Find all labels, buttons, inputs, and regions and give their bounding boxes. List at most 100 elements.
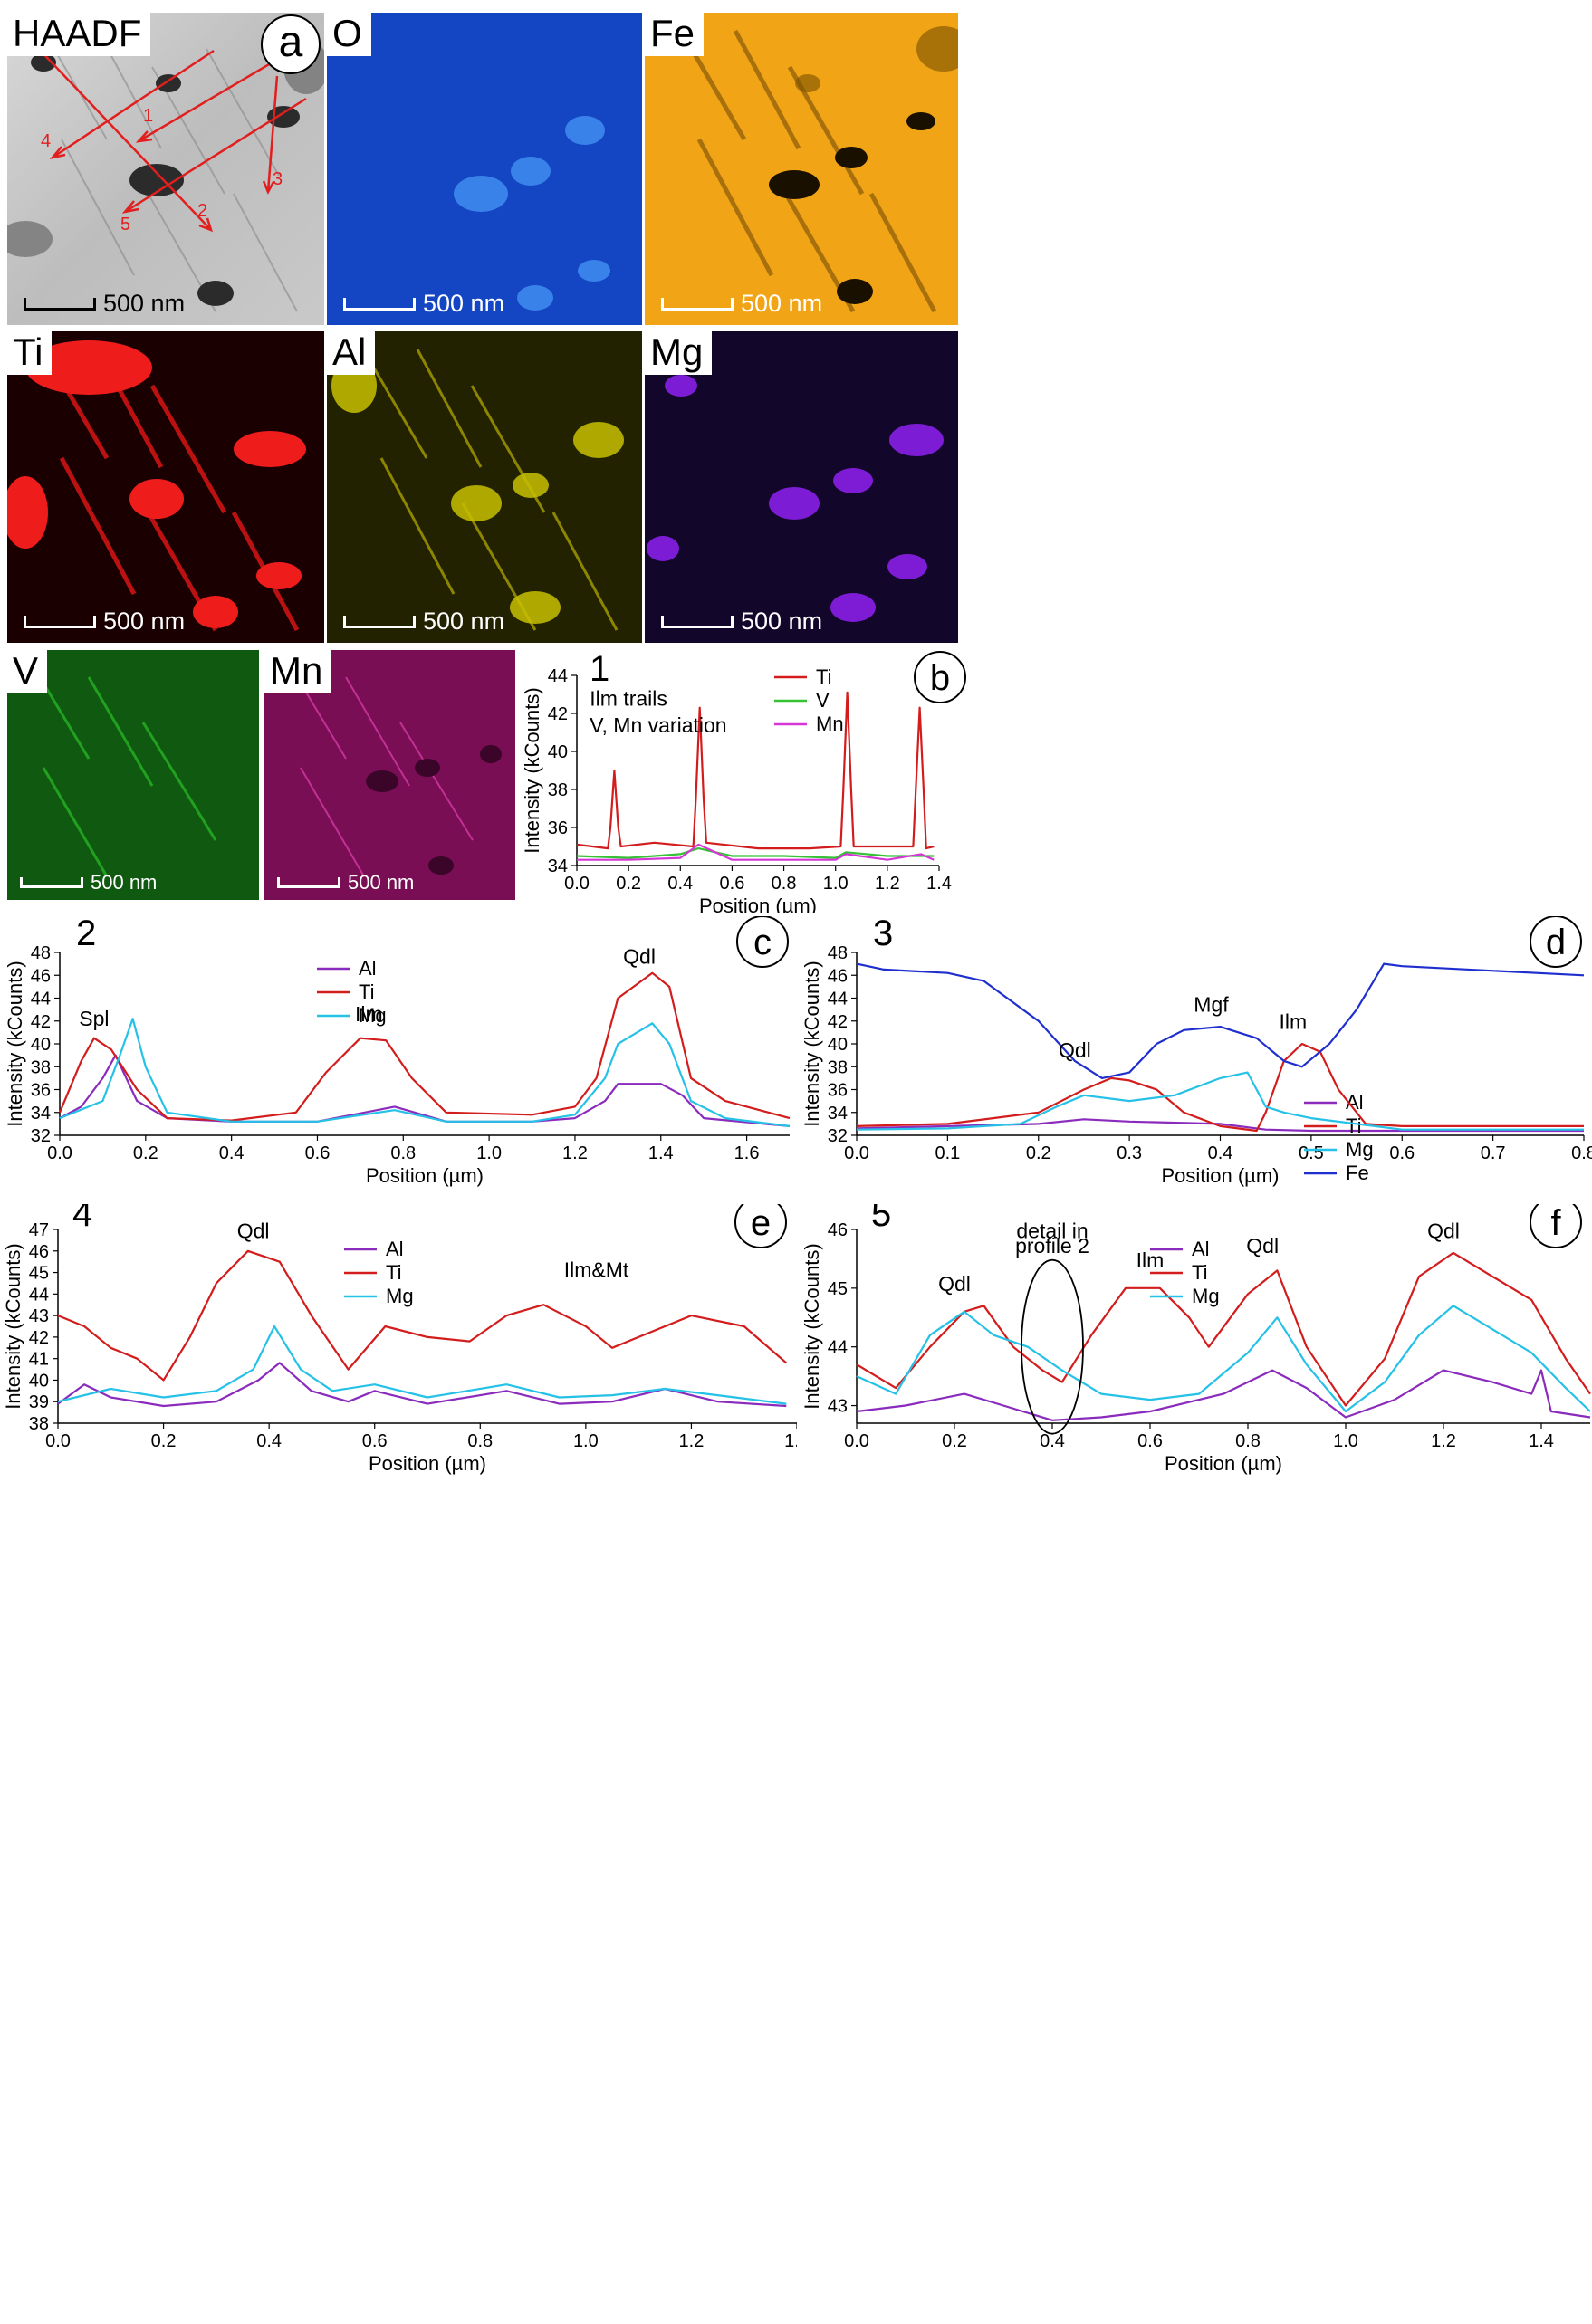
x-tick-label: 1.0: [476, 1143, 502, 1163]
x-tick-label: 0.2: [616, 874, 641, 894]
detail-ellipse: [1021, 1258, 1084, 1435]
x-tick-label: 0.2: [133, 1143, 158, 1163]
x-axis-label: Position (µm): [1165, 1452, 1282, 1475]
o-map-image: [327, 13, 642, 325]
series-line-mn: [577, 843, 935, 861]
series-line-al: [59, 1054, 791, 1127]
annotation: Qdl: [1246, 1234, 1279, 1258]
x-tick-label: 1.2: [875, 874, 900, 894]
x-tick-label: 0.4: [256, 1431, 282, 1451]
legend-label: Ti: [1192, 1261, 1208, 1284]
haadf-map: 1 2 3 4 5 HAADF a 500 nm: [7, 13, 324, 325]
annotation: Qdl: [623, 945, 656, 969]
y-tick-label: 45: [29, 1264, 49, 1284]
annotation: Qdl: [938, 1272, 971, 1296]
panel-letter-a: a: [261, 14, 321, 74]
series-line-al: [856, 1118, 1584, 1133]
series-line-ti: [576, 691, 935, 850]
profile-number: 2: [76, 916, 96, 953]
x-tick-label: 0.6: [1137, 1431, 1163, 1451]
legend-label: Al: [386, 1238, 404, 1260]
series-line-fe: [856, 962, 1585, 1079]
panel-letter-circle: [1530, 916, 1582, 968]
x-tick-label: 1.4: [926, 874, 952, 894]
y-axis-label: Intensity (kCounts): [801, 1243, 823, 1409]
annotation: V, Mn variation: [590, 713, 726, 737]
chart-d: 0.0 0.1 0.2 0.3 0.4 0.5 0.6 0.7 0.8 32 34 36 38 40 42 4…: [797, 916, 1592, 1197]
chart-svg: 0.0 0.2 0.4 0.6 0.8 1.0 1.2 1.4 43 44 45 46 Position…: [801, 1204, 1591, 1475]
profile-label-2: 2: [197, 201, 207, 221]
series-line-v: [576, 847, 935, 859]
x-tick-label: 1.4: [1529, 1431, 1554, 1451]
v-label: V: [7, 650, 48, 693]
al-label: Al: [327, 331, 376, 375]
x-tick-label: 0.8: [390, 1143, 416, 1163]
y-tick-label: 44: [548, 666, 568, 686]
scale-bar-label: 500 nm: [741, 607, 823, 635]
x-tick-label: 0.8: [772, 874, 797, 894]
y-tick-label: 32: [31, 1126, 51, 1146]
y-tick-label: 48: [828, 943, 848, 963]
x-tick-label: 0.8: [1235, 1431, 1261, 1451]
series-line-mg: [856, 1305, 1591, 1413]
y-axis-label: Intensity (kCounts): [801, 961, 823, 1126]
y-tick-label: 40: [29, 1371, 49, 1391]
profile-label-3: 3: [273, 169, 283, 189]
scale-bar: 500 nm: [20, 871, 157, 894]
x-tick-label: 0.0: [564, 874, 590, 894]
fe-map: Fe 500 nm: [645, 13, 958, 325]
scale-bar: 500 nm: [277, 871, 414, 894]
y-tick-label: 43: [828, 1397, 848, 1417]
profile-label-1: 1: [143, 106, 153, 126]
x-tick-label: 1.2: [679, 1431, 705, 1451]
y-tick-label: 39: [29, 1392, 49, 1412]
chart-e: 0.0 0.2 0.4 0.6 0.8 1.0 1.2 1.4 3839404142434445…: [0, 1204, 797, 1494]
x-axis-label: Position (µm): [366, 1164, 484, 1187]
series-line-ti: [856, 1042, 1584, 1133]
y-tick-label: 42: [828, 1012, 848, 1032]
legend-label: Ti: [816, 665, 832, 688]
panel-letter-circle: [734, 1204, 787, 1248]
x-tick-label: 0.6: [305, 1143, 331, 1163]
y-tick-label: 45: [828, 1279, 848, 1299]
y-tick-label: 47: [29, 1220, 49, 1240]
x-tick-label: 1.6: [734, 1143, 760, 1163]
legend-label: Mg: [1346, 1138, 1374, 1161]
annotation: Ilm: [355, 1002, 383, 1026]
y-tick-label: 41: [29, 1350, 49, 1370]
legend-label: Al: [359, 957, 377, 980]
x-tick-label: 0.2: [942, 1431, 967, 1451]
ti-map-image: [7, 331, 324, 643]
annotation: Mgf: [1194, 993, 1229, 1017]
y-tick-label: 44: [828, 990, 848, 1009]
y-tick-label: 43: [29, 1306, 49, 1326]
panel-letter-circle: [736, 916, 789, 968]
mg-map-image: [645, 331, 958, 643]
legend-label: Mg: [359, 1004, 387, 1027]
y-axis-label: Intensity (kCounts): [521, 687, 543, 853]
y-tick-label: 48: [31, 943, 51, 963]
y-tick-label: 38: [29, 1414, 49, 1434]
scale-bar-label: 500 nm: [348, 871, 415, 894]
y-tick-label: 36: [548, 818, 568, 838]
x-axis-label: Position (µm): [1161, 1164, 1279, 1187]
x-tick-label: 0.4: [667, 874, 693, 894]
annotation: Ilm: [1279, 1010, 1307, 1034]
legend-label: Ti: [359, 980, 375, 1003]
x-tick-label: 1.4: [648, 1143, 674, 1163]
x-axis-label: Position (µm): [369, 1452, 486, 1475]
v-map: V 500 nm: [7, 650, 259, 900]
legend-label: Fe: [1346, 1162, 1369, 1184]
y-tick-label: 46: [828, 1220, 848, 1240]
x-tick-label: 0.6: [720, 874, 745, 894]
y-tick-label: 38: [31, 1057, 51, 1077]
legend-label: Mn: [816, 713, 844, 735]
annotation: Qdl: [1427, 1219, 1460, 1243]
y-tick-label: 42: [31, 1012, 51, 1032]
panel-letter: f: [1550, 1204, 1561, 1243]
y-tick-label: 36: [31, 1081, 51, 1101]
legend-label: V: [816, 689, 830, 712]
x-tick-label: 1.0: [823, 874, 849, 894]
x-tick-label: 0.2: [151, 1431, 177, 1451]
